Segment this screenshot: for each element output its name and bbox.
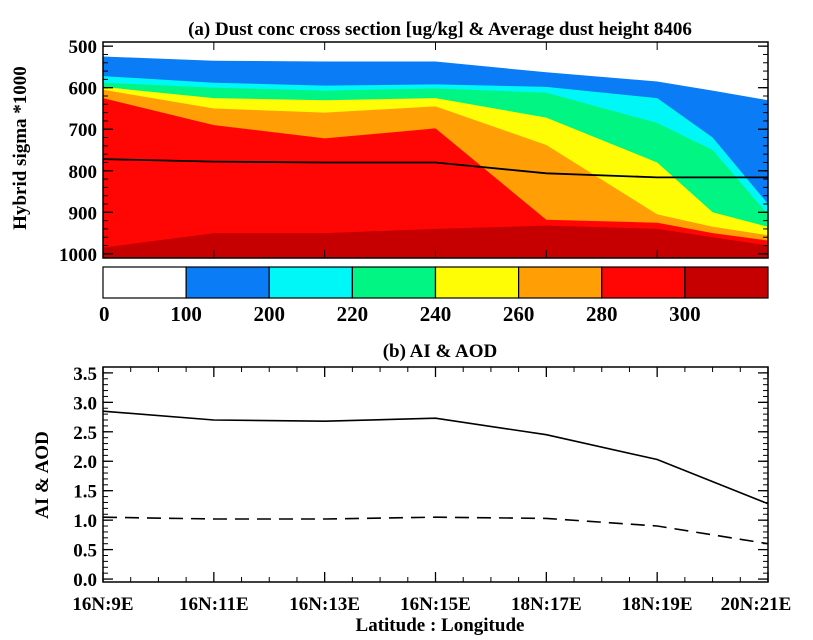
y-tick-label: 900 (69, 203, 98, 224)
chart-b-lines (102, 410, 769, 545)
colorbar-cell-100 (185, 266, 270, 299)
colorbar (102, 266, 769, 299)
x-tick-label: 18N:17E (511, 594, 582, 615)
chart-b-plot (102, 366, 769, 583)
y-tick-label: 2.5 (73, 423, 97, 444)
y-tick-label: 2.0 (73, 452, 97, 473)
y-tick-label: 0.5 (73, 541, 97, 562)
x-tick-label: 18N:19E (622, 594, 693, 615)
chart-a-y-tick-labels: 500 600 700 800 900 1000 (59, 37, 97, 266)
chart-b-title: (b) AI & AOD (383, 341, 498, 362)
contour-band-280 (103, 98, 768, 258)
colorbar-cell-200 (268, 266, 353, 299)
colorbar-cell-280 (601, 266, 686, 299)
x-tick-label: 16N:9E (72, 594, 133, 615)
colorbar-tick-label: 240 (420, 302, 452, 326)
colorbar-tick-label: 200 (254, 302, 286, 326)
y-tick-label: 3.5 (73, 364, 97, 385)
ai-solid-line (102, 410, 769, 505)
x-tick-label: 16N:11E (179, 594, 249, 615)
colorbar-cell-300 (684, 266, 769, 299)
colorbar-tick-labels: 0 100 200 220 240 260 280 300 (99, 302, 701, 326)
y-tick-label: 3.0 (73, 393, 97, 414)
colorbar-cell-0 (102, 266, 187, 299)
x-tick-label: 16N:13E (289, 594, 360, 615)
x-tick-label: 16N:15E (400, 594, 471, 615)
chart-a-ticks (102, 42, 769, 258)
chart-b-y-tick-labels: 0.0 0.5 1.0 1.5 2.0 2.5 3.0 3.5 (73, 364, 97, 591)
colorbar-tick-label: 100 (170, 302, 202, 326)
chart-b-y-axis-label: AI & AOD (32, 431, 53, 519)
y-tick-label: 1.5 (73, 482, 97, 503)
dust-height-line (102, 158, 768, 179)
colorbar-tick-label: 0 (99, 302, 110, 326)
colorbar-tick-label: 300 (669, 302, 701, 326)
colorbar-tick-label: 260 (503, 302, 535, 326)
x-tick-label: 20N:21E (721, 594, 792, 615)
chart-a-contour-bands (103, 56, 768, 259)
colorbar-cell-260 (518, 266, 603, 299)
aod-dashed-line (102, 516, 769, 545)
chart-b-ticks (102, 367, 769, 582)
y-tick-label: 0.0 (73, 570, 97, 591)
chart-a-title: (a) Dust conc cross section [ug/kg] & Av… (188, 19, 692, 40)
chart-b-x-axis-label: Latitude : Longitude (356, 615, 525, 636)
colorbar-cell-240 (434, 266, 520, 299)
y-tick-label: 700 (69, 120, 98, 141)
chart-a-frame (102, 41, 769, 259)
contour-band-300 (103, 225, 768, 258)
chart-a-lines (102, 158, 768, 179)
chart-b-frame (102, 366, 769, 583)
y-tick-label: 1.0 (73, 511, 97, 532)
y-tick-label: 500 (69, 37, 98, 58)
chart-a-y-axis-label: Hybrid sigma *1000 (10, 66, 31, 230)
colorbar-cell-220 (351, 266, 437, 299)
chart-b-x-tick-labels: 16N:9E 16N:11E 16N:13E 16N:15E 18N:17E 18N:19… (72, 594, 791, 615)
y-tick-label: 600 (69, 79, 98, 100)
chart-a-plot (102, 41, 769, 259)
colorbar-tick-label: 220 (337, 302, 369, 326)
y-tick-label: 1000 (59, 245, 97, 266)
y-tick-label: 800 (69, 162, 98, 183)
colorbar-tick-label: 280 (586, 302, 618, 326)
